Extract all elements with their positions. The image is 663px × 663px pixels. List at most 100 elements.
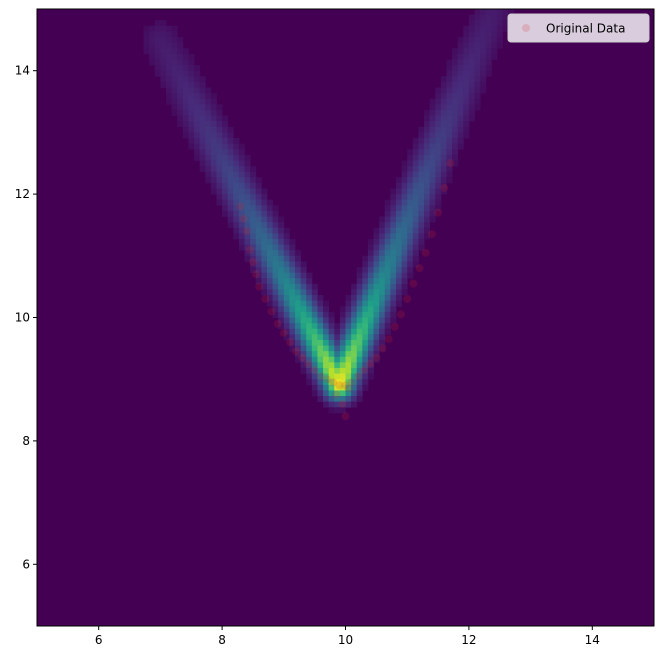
heatmap-cell [401,233,408,240]
heatmap-cell [323,396,330,403]
heatmap-cell [334,328,341,335]
heatmap-cell [177,87,184,94]
heatmap-cell [154,31,161,38]
heatmap-cell [272,227,279,234]
heatmap-cell [177,37,184,44]
heatmap-cell [440,171,447,178]
heatmap-cell [244,182,251,189]
heatmap-cell [379,272,386,279]
heatmap-cell [194,143,201,150]
heatmap-cell [244,166,251,173]
heatmap-cell [278,250,285,257]
heatmap-cell [395,295,402,302]
heatmap-cell [311,367,318,374]
heatmap-cell [407,154,414,161]
heatmap-cell [323,306,330,313]
heatmap-cell [306,345,313,352]
heatmap-cell [250,177,257,184]
heatmap-cell [384,283,391,290]
heatmap-cell [457,93,464,100]
heatmap-cell [356,311,363,318]
heatmap-cell [199,104,206,111]
heatmap-cell [261,267,268,274]
heatmap-cell [171,53,178,60]
heatmap-cell [334,373,341,380]
heatmap-cell [379,283,386,290]
heatmap-cell [199,143,206,150]
heatmap-cell [339,379,346,386]
heatmap-cell [424,216,431,223]
heatmap-cell [452,126,459,133]
heatmap-cell [485,53,492,60]
heatmap-cell [407,267,414,274]
heatmap-cell [452,138,459,145]
heatmap-cell [407,255,414,262]
heatmap-cell [362,261,369,268]
heatmap-cell [379,238,386,245]
heatmap-cell [379,339,386,346]
heatmap-cell [390,222,397,229]
heatmap-cell [283,306,290,313]
heatmap-cell [250,210,257,217]
heatmap-cell [306,379,313,386]
heatmap-cell [384,278,391,285]
heatmap-cell [440,115,447,122]
heatmap-cell [227,149,234,156]
heatmap-cell [418,222,425,229]
heatmap-cell [424,227,431,234]
heatmap-cell [250,205,257,212]
heatmap-cell [216,138,223,145]
heatmap-cell [418,160,425,167]
heatmap-cell [238,177,245,184]
heatmap-cell [255,199,262,206]
heatmap-cell [474,76,481,83]
heatmap-cell [205,138,212,145]
heatmap-cell [446,132,453,139]
data-point [397,310,406,319]
heatmap-cell [452,93,459,100]
heatmap-cell [199,138,206,145]
heatmap-cell [373,267,380,274]
heatmap-cell [390,194,397,201]
heatmap-cell [395,210,402,217]
heatmap-cell [317,306,324,313]
heatmap-cell [188,76,195,83]
heatmap-cell [356,306,363,313]
heatmap-cell [300,345,307,352]
heatmap-cell [233,154,240,161]
heatmap-cell [160,81,167,88]
heatmap-cell [210,109,217,116]
heatmap-cell [283,244,290,251]
heatmap-cell [233,233,240,240]
data-point [446,159,455,168]
heatmap-cell [390,272,397,279]
heatmap-cell [283,317,290,324]
heatmap-cell [199,76,206,83]
heatmap-cell [233,199,240,206]
heatmap-cell [289,244,296,251]
heatmap-cell [390,261,397,268]
heatmap-cell [446,121,453,128]
heatmap-cell [328,396,335,403]
heatmap-cell [283,255,290,262]
heatmap-cell [390,317,397,324]
heatmap-cell [199,132,206,139]
heatmap-cell [418,233,425,240]
heatmap-cell [485,9,492,16]
heatmap-cell [440,98,447,105]
heatmap-cell [177,65,184,72]
heatmap-cell [401,205,408,212]
heatmap-cell [429,121,436,128]
heatmap-cell [474,70,481,77]
heatmap-cell [457,42,464,49]
heatmap-cell [496,9,503,16]
heatmap-cell [390,210,397,217]
heatmap-cell [407,272,414,279]
heatmap-cell [216,171,223,178]
heatmap-cell [317,328,324,335]
heatmap-cell [272,289,279,296]
heatmap-cell [457,115,464,122]
heatmap-cell [412,177,419,184]
heatmap-cell [216,115,223,122]
legend-label: Original Data [546,22,625,36]
